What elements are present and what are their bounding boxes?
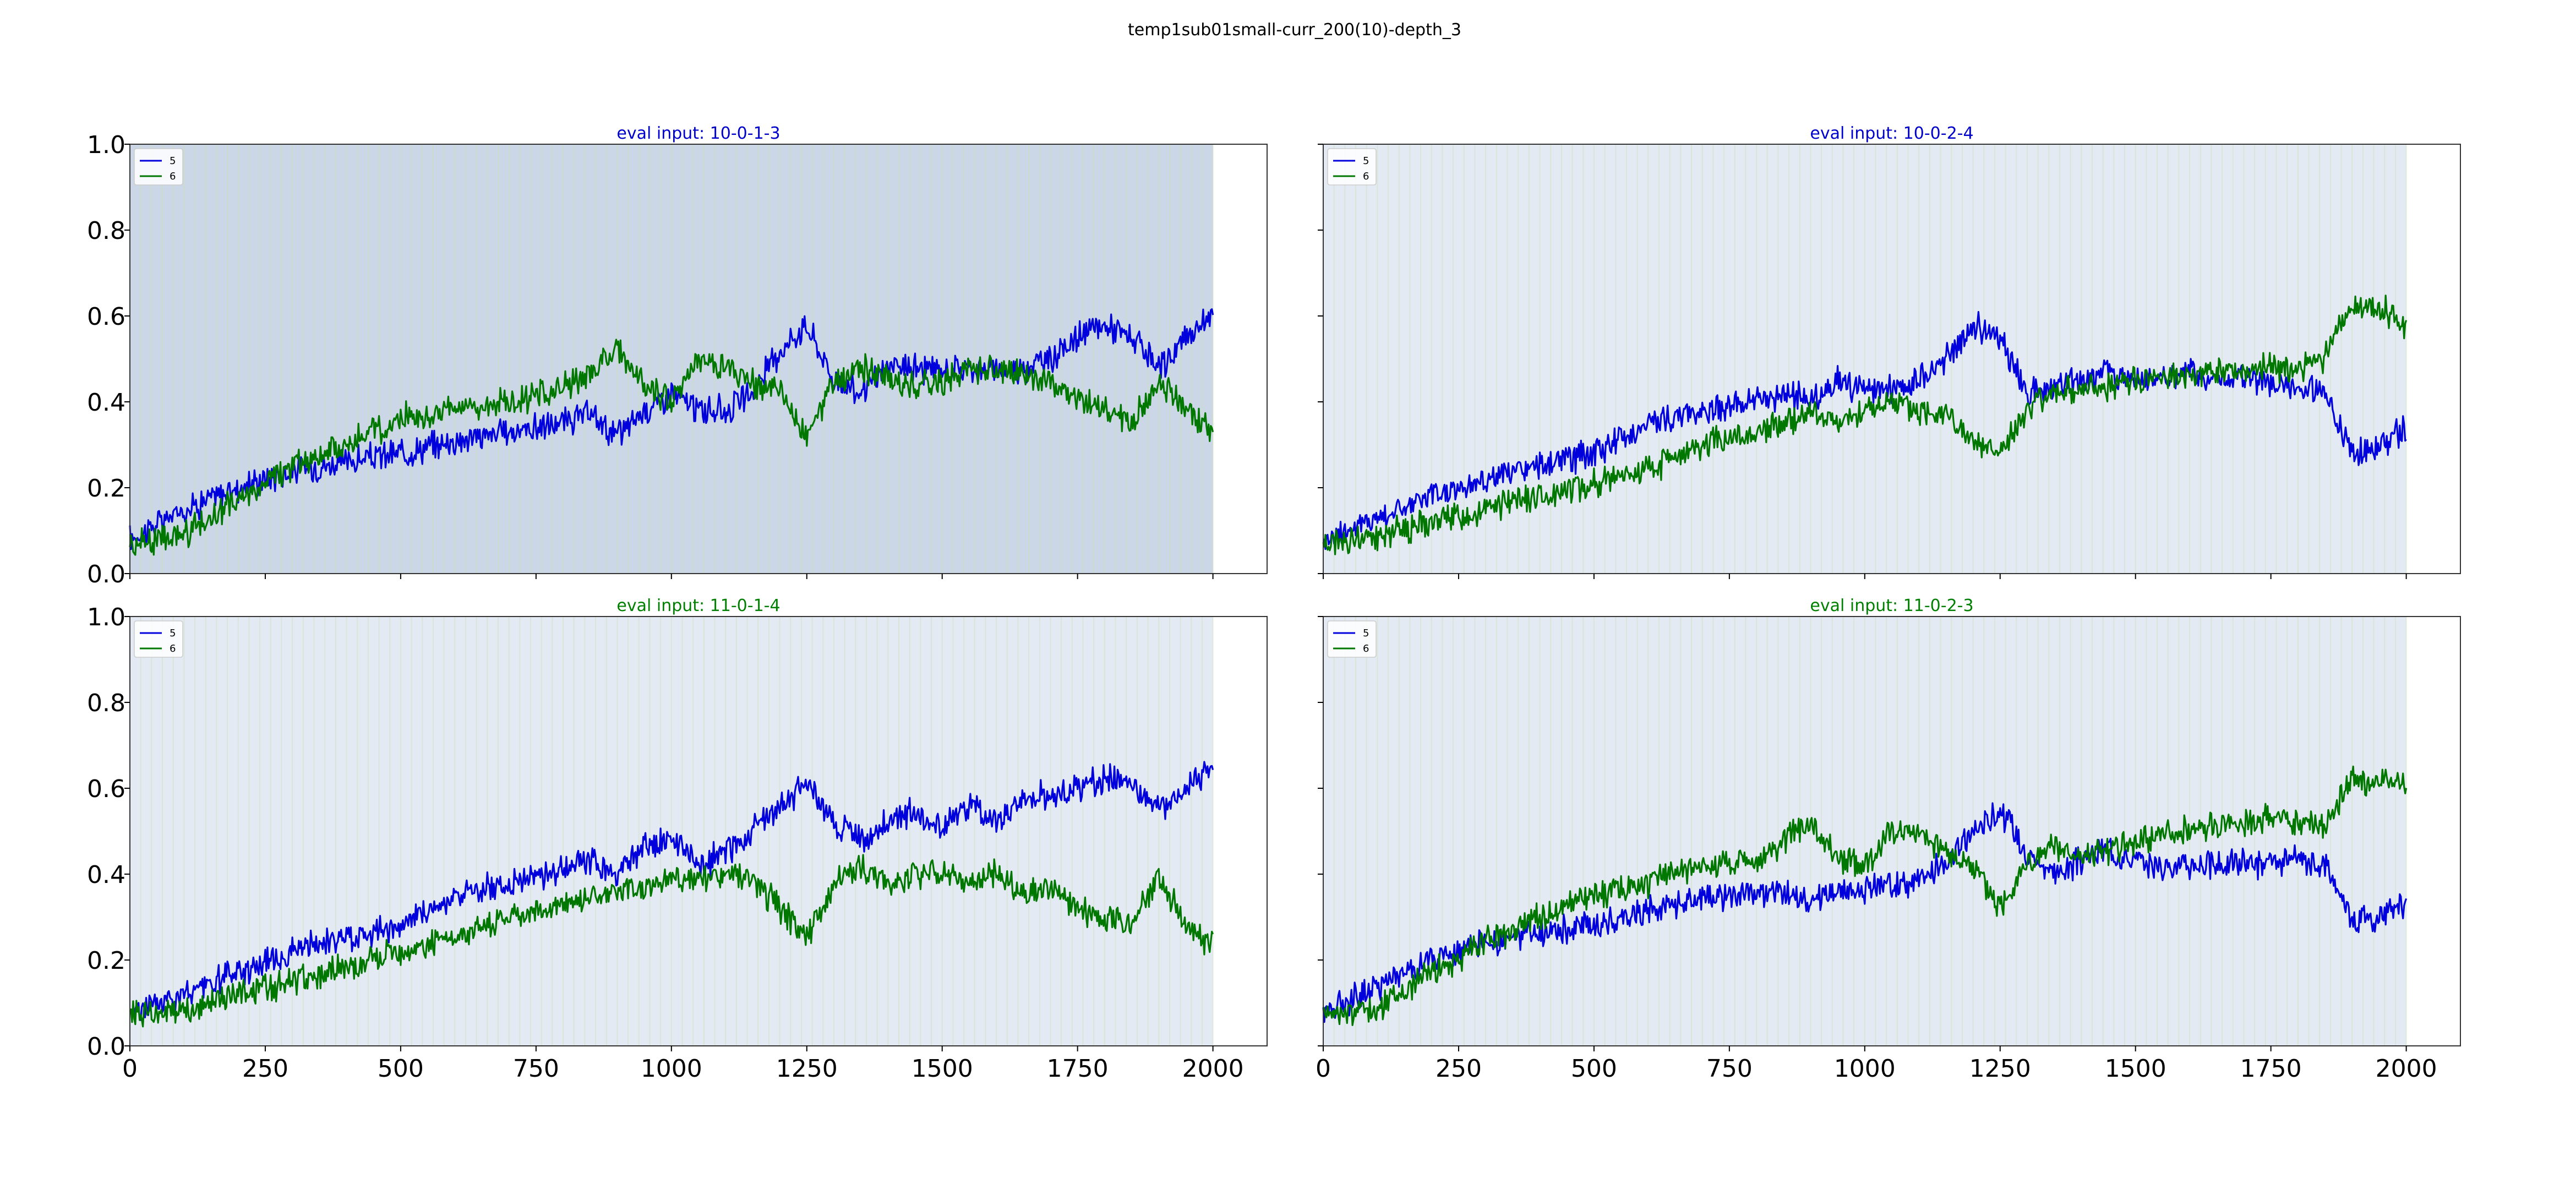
- legend: 56: [134, 148, 183, 186]
- y-tick-label: 0.6: [87, 303, 125, 331]
- x-tick-label: 500: [378, 1055, 424, 1083]
- stripe-group: [129, 617, 1214, 1046]
- legend: 56: [1327, 148, 1377, 186]
- y-tick-label: 0.2: [87, 947, 125, 975]
- y-tick-label: 1.0: [87, 131, 125, 159]
- subplot-4: 0 250 500 750 1000 1250 1500 1750 2000 eval input…: [1316, 596, 2461, 1083]
- axes-frame: [1323, 616, 2461, 1046]
- x-tick-label: 0: [122, 1055, 138, 1083]
- subplot-2: eval input: 10-0-2-456: [1318, 124, 2461, 579]
- x-tick-label: 1500: [912, 1055, 973, 1083]
- x-tick-label: 750: [1706, 1055, 1753, 1083]
- y-tick-label: 0.0: [87, 1033, 125, 1061]
- x-tick-label: 1750: [1047, 1055, 1109, 1083]
- x-tick-label: 250: [1436, 1055, 1482, 1083]
- axes-frame: [1323, 144, 2461, 574]
- legend-label-6: 6: [1363, 171, 1369, 182]
- y-tick-label: 0.8: [87, 689, 125, 717]
- y-tick-label: 0.4: [87, 861, 125, 889]
- shaded-region: [1323, 144, 2406, 574]
- legend-label-6: 6: [170, 643, 176, 655]
- y-tick-label: 0.2: [87, 474, 125, 503]
- subplot-title: eval input: 10-0-2-4: [1810, 124, 1973, 143]
- subplot-title: eval input: 10-0-1-3: [616, 124, 780, 143]
- legend: 56: [134, 620, 183, 658]
- series-line-5: [1322, 310, 2407, 550]
- x-tick-label: 750: [513, 1055, 559, 1083]
- legend-label-5: 5: [1363, 628, 1369, 639]
- legend: 56: [1327, 620, 1377, 658]
- x-tick-label: 0: [1316, 1055, 1331, 1083]
- x-tick-label: 500: [1571, 1055, 1617, 1083]
- axes-frame: [129, 616, 1268, 1046]
- y-tick-label: 0.8: [87, 217, 125, 245]
- series-line-5: [1322, 802, 2408, 1023]
- x-tick-label: 1000: [1834, 1055, 1896, 1083]
- figure-title: temp1sub01small-curr_200(10)-depth_3: [1128, 20, 1461, 40]
- series-line-5: [129, 761, 1214, 1021]
- series-line-6: [129, 339, 1214, 556]
- legend-label-5: 5: [170, 628, 176, 639]
- x-tick-label: 1500: [2105, 1055, 2166, 1083]
- legend-label-6: 6: [1363, 643, 1369, 655]
- x-tick-label: 1250: [776, 1055, 838, 1083]
- y-tick-label: 0.0: [87, 560, 125, 588]
- legend-label-5: 5: [1363, 155, 1369, 167]
- x-tick-label: 2000: [1182, 1055, 1244, 1083]
- series-line-6: [1323, 765, 2408, 1027]
- subplot-title: eval input: 11-0-2-3: [1810, 596, 1973, 615]
- x-tick-label: 1000: [641, 1055, 702, 1083]
- series-line-6: [1322, 294, 2408, 555]
- subplot-1: 0.00.20.40.60.81.0 eval input: 10-0-1-356: [87, 124, 1268, 588]
- stripe-group: [1323, 144, 2407, 574]
- series-line-6: [129, 854, 1214, 1028]
- subplot-title: eval input: 11-0-1-4: [616, 596, 780, 615]
- subplot-grid: 0.00.20.40.60.81.0 eval input: 10-0-1-356…: [87, 124, 2461, 1083]
- subplot-3: 0 250 500 750 1000 1250 1500 1750 2000 0.0 0.2 0.4 0…: [87, 596, 1268, 1083]
- axes-frame: [129, 144, 1268, 574]
- y-tick-label: 0.6: [87, 775, 125, 803]
- x-tick-label: 1250: [1969, 1055, 2031, 1083]
- legend-label-5: 5: [170, 155, 176, 167]
- y-tick-label: 1.0: [87, 603, 125, 631]
- x-tick-label: 1750: [2240, 1055, 2302, 1083]
- x-tick-label: 2000: [2376, 1055, 2437, 1083]
- x-tick-label: 250: [242, 1055, 288, 1083]
- legend-label-6: 6: [170, 171, 176, 182]
- y-tick-label: 0.4: [87, 389, 125, 417]
